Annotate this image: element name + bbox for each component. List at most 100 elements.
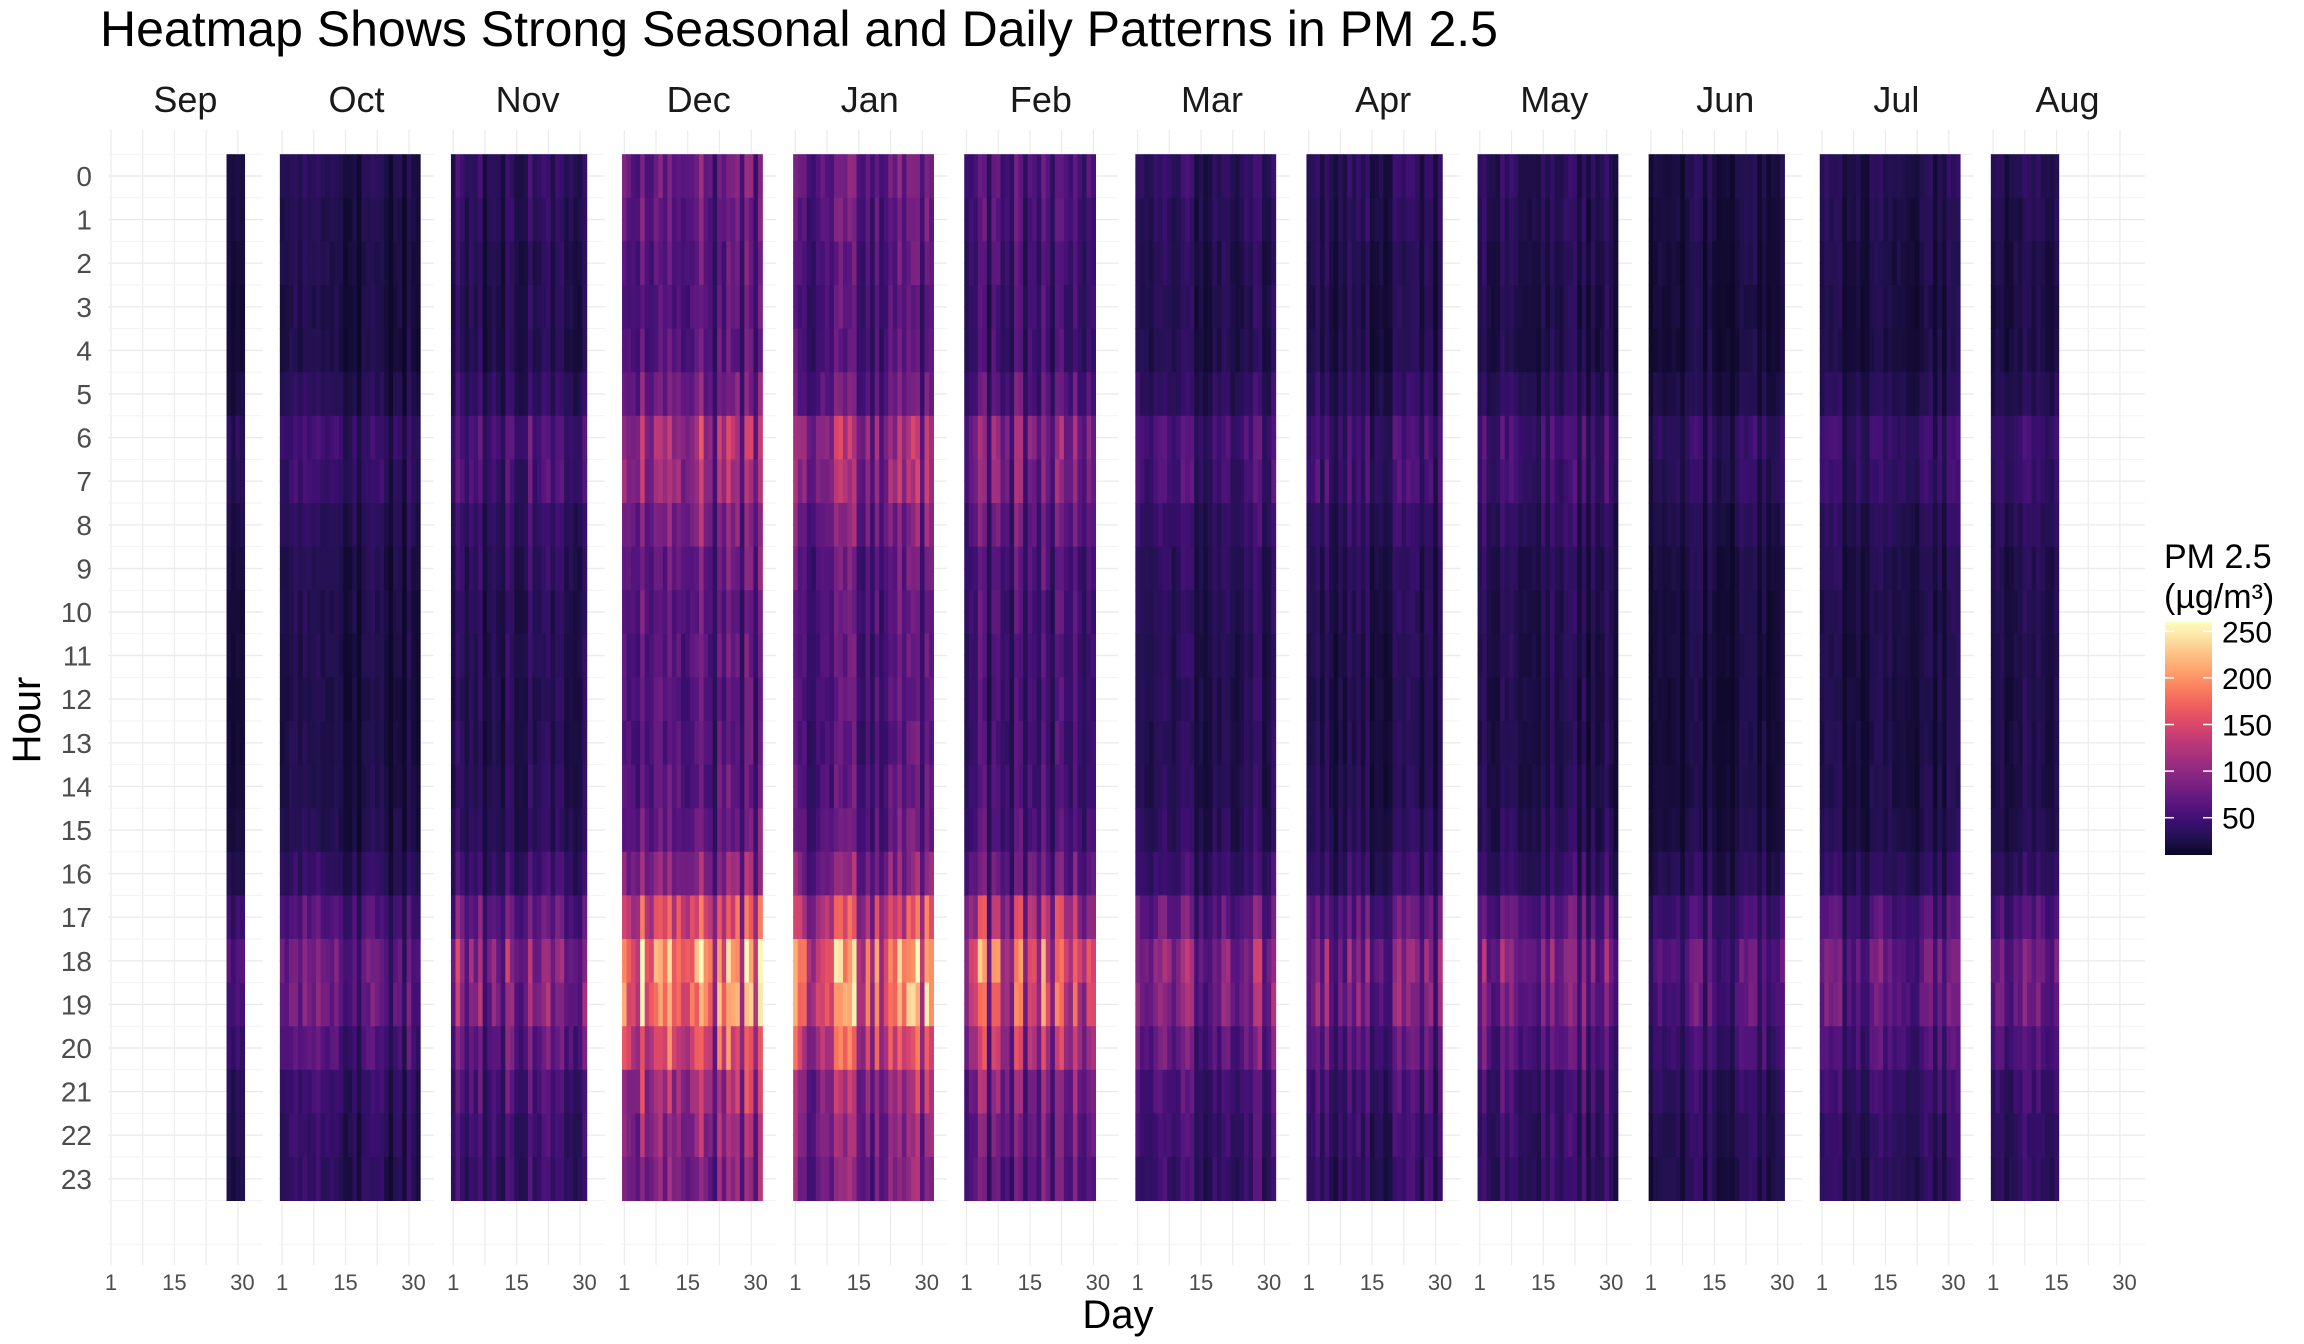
heat-cell	[797, 633, 803, 678]
heat-cell	[1157, 285, 1163, 329]
heat-cell	[365, 285, 371, 329]
heat-cell	[1185, 1157, 1191, 1201]
heat-cell	[1248, 1157, 1254, 1201]
heat-cell	[302, 764, 308, 809]
heat-cell	[982, 764, 988, 809]
heat-cell	[573, 1026, 579, 1071]
heat-cell	[744, 895, 750, 940]
heat-cell	[919, 633, 925, 678]
heat-cell	[622, 808, 627, 853]
heat-cell	[703, 328, 709, 373]
heat-cell	[370, 372, 376, 417]
heat-cell	[1239, 241, 1245, 286]
heat-cell	[482, 851, 488, 896]
heat-cell	[644, 372, 650, 417]
heat-cell	[365, 851, 371, 896]
heat-cell	[1135, 1069, 1141, 1114]
heat-cell	[833, 808, 839, 853]
heat-cell	[532, 241, 538, 286]
heat-cell	[1014, 721, 1019, 765]
heat-cell	[514, 1026, 520, 1071]
heat-cell	[649, 590, 655, 635]
heat-cell	[744, 764, 750, 809]
heat-cell	[329, 764, 335, 809]
heat-cell	[680, 895, 686, 940]
heat-cell	[883, 241, 889, 286]
heat-cell	[883, 633, 889, 678]
heat-cell	[374, 939, 380, 983]
heat-cell	[450, 1069, 456, 1114]
heat-cell	[973, 590, 979, 635]
heat-cell	[1027, 372, 1033, 417]
heat-cell	[1068, 241, 1074, 286]
heat-cell	[685, 1157, 691, 1201]
heat-cell	[325, 633, 331, 678]
heat-cell	[806, 1069, 812, 1114]
heat-cell	[311, 1157, 317, 1201]
heat-cell	[995, 982, 1001, 1027]
heat-cell	[1009, 197, 1015, 242]
heat-cell	[514, 503, 520, 547]
heat-cell	[631, 372, 637, 417]
heat-cell	[1032, 677, 1038, 722]
heat-cell	[478, 459, 484, 504]
heat-cell	[1027, 590, 1033, 635]
heat-cell	[635, 328, 641, 373]
heat-cell	[726, 415, 732, 460]
heat-cell	[1216, 372, 1222, 417]
heat-cell	[460, 459, 465, 504]
heat-cell	[464, 1157, 470, 1201]
heat-cell	[541, 503, 547, 547]
heat-cell	[892, 590, 898, 635]
heat-cell	[1194, 895, 1200, 940]
heat-cell	[555, 285, 561, 329]
heat-cell	[532, 939, 538, 983]
heat-cell	[726, 459, 732, 504]
heat-cell	[1257, 982, 1263, 1027]
heat-cell	[1203, 1113, 1209, 1158]
heat-cell	[689, 982, 695, 1027]
heat-cell	[748, 1113, 754, 1158]
heat-cell	[352, 808, 358, 853]
heat-cell	[302, 241, 308, 286]
heat-cell	[1032, 546, 1038, 591]
heat-cell	[1185, 415, 1191, 460]
heat-cell	[1180, 677, 1186, 722]
heat-cell	[1032, 372, 1038, 417]
heat-cell	[640, 285, 646, 329]
heat-cell	[730, 459, 736, 504]
heat-cell	[1253, 241, 1259, 286]
heat-cell	[968, 415, 974, 460]
heat-cell	[717, 895, 723, 940]
heat-cell	[460, 1157, 465, 1201]
heat-cell	[852, 241, 857, 286]
heat-cell	[635, 197, 641, 242]
heat-cell	[824, 241, 830, 286]
heat-cell	[906, 459, 912, 504]
heat-cell	[982, 546, 988, 591]
heat-cell	[352, 982, 358, 1027]
heat-cell	[1207, 1113, 1213, 1158]
heat-cell	[1266, 633, 1272, 678]
heat-cell	[1086, 546, 1092, 591]
heat-cell	[667, 1157, 673, 1201]
heat-cell	[302, 808, 308, 853]
heat-cell	[995, 1157, 1001, 1201]
heat-cell	[568, 241, 574, 286]
heat-cell	[469, 415, 474, 460]
heat-cell	[730, 372, 736, 417]
heat-cell	[865, 721, 871, 765]
heat-cell	[316, 1069, 322, 1114]
heat-cell	[1216, 285, 1222, 329]
heat-cell	[546, 895, 551, 940]
heat-cell	[288, 677, 294, 722]
heat-cell	[311, 590, 317, 635]
heat-cell	[559, 982, 565, 1027]
heat-cell	[929, 1113, 934, 1158]
heat-cell	[1023, 851, 1029, 896]
heat-cell	[1203, 1157, 1209, 1201]
heat-cell	[662, 895, 668, 940]
heat-cell	[982, 503, 988, 547]
heat-cell	[1068, 895, 1074, 940]
heat-cell	[667, 459, 673, 504]
